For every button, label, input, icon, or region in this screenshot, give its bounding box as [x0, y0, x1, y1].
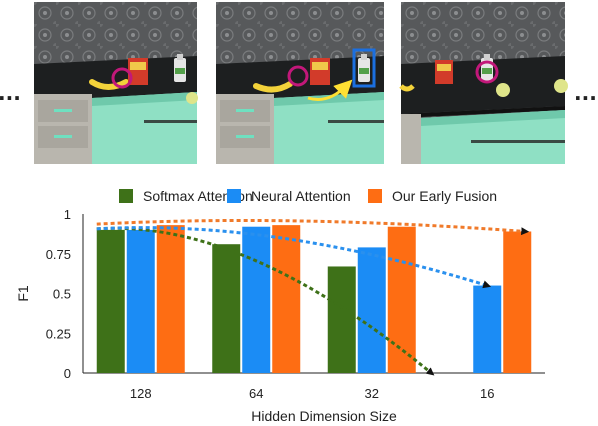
- scene-figure: ... ...: [0, 2, 597, 164]
- legend-label: Softmax Attention: [143, 188, 253, 204]
- trend-arrow: [96, 226, 492, 289]
- legend-label: Our Early Fusion: [392, 188, 497, 204]
- y-tick-label: 1: [64, 207, 71, 222]
- y-tick-label: 0.5: [53, 287, 71, 302]
- bar: [503, 231, 532, 373]
- bar: [327, 266, 356, 373]
- axes: 0 0.25 0.5 0.75 1 128 64 32 16: [46, 207, 545, 401]
- left-ellipsis: ...: [0, 81, 21, 105]
- bar: [96, 229, 125, 373]
- bar: [357, 247, 386, 373]
- bar: [272, 225, 301, 373]
- bar: [212, 244, 241, 373]
- legend-swatch: [227, 189, 241, 203]
- trend-arrow: [96, 218, 530, 236]
- bars: [96, 225, 532, 373]
- y-tick-label: 0.25: [46, 326, 71, 341]
- bar: [473, 285, 502, 373]
- bar: [156, 225, 185, 373]
- scene-panel-2: [216, 2, 384, 164]
- y-tick-label: 0: [64, 366, 71, 381]
- right-ellipsis: ...: [574, 81, 597, 105]
- legend-swatch: [368, 189, 382, 203]
- y-axis-label: F1: [15, 285, 31, 302]
- bar: [242, 226, 271, 373]
- x-tick-label: 128: [130, 386, 152, 401]
- y-tick-label: 0.75: [46, 247, 71, 262]
- bar: [387, 226, 416, 373]
- legend-label: Neural Attention: [251, 188, 351, 204]
- scene-panel-3: [399, 2, 568, 164]
- x-tick-label: 32: [365, 386, 379, 401]
- bar: [126, 229, 155, 373]
- x-tick-label: 16: [480, 386, 494, 401]
- scene-panel-1: [34, 2, 198, 164]
- x-tick-label: 64: [249, 386, 263, 401]
- trend-arrow: [96, 226, 435, 376]
- x-axis-label: Hidden Dimension Size: [251, 408, 397, 424]
- legend-swatch: [119, 189, 133, 203]
- trend-arrows: [96, 218, 530, 376]
